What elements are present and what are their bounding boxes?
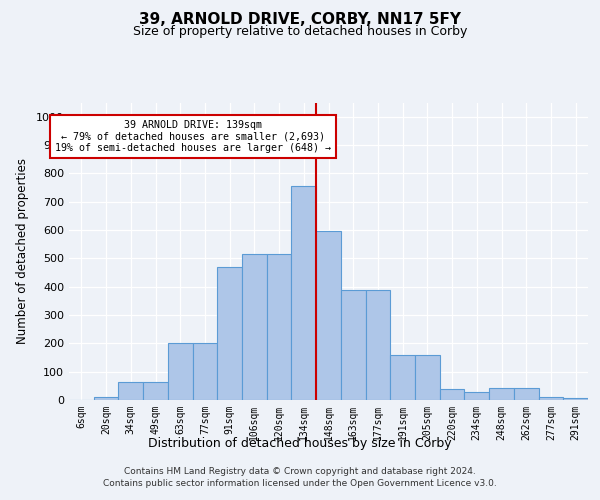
Bar bbox=[168, 344, 193, 400]
Bar bbox=[267, 254, 292, 400]
Text: Contains HM Land Registry data © Crown copyright and database right 2024.: Contains HM Land Registry data © Crown c… bbox=[124, 468, 476, 476]
Bar bbox=[563, 398, 588, 400]
Bar bbox=[94, 396, 118, 400]
Text: Distribution of detached houses by size in Corby: Distribution of detached houses by size … bbox=[148, 438, 452, 450]
Bar bbox=[415, 354, 440, 400]
Text: 39 ARNOLD DRIVE: 139sqm
← 79% of detached houses are smaller (2,693)
19% of semi: 39 ARNOLD DRIVE: 139sqm ← 79% of detache… bbox=[55, 120, 331, 152]
Text: Contains public sector information licensed under the Open Government Licence v3: Contains public sector information licen… bbox=[103, 479, 497, 488]
Bar bbox=[390, 354, 415, 400]
Bar bbox=[316, 232, 341, 400]
Bar bbox=[464, 392, 489, 400]
Bar bbox=[118, 382, 143, 400]
Text: Size of property relative to detached houses in Corby: Size of property relative to detached ho… bbox=[133, 25, 467, 38]
Bar bbox=[217, 267, 242, 400]
Bar bbox=[242, 254, 267, 400]
Bar bbox=[440, 388, 464, 400]
Bar bbox=[489, 388, 514, 400]
Bar bbox=[365, 290, 390, 400]
Bar bbox=[514, 388, 539, 400]
Bar bbox=[143, 382, 168, 400]
Bar bbox=[539, 396, 563, 400]
Text: 39, ARNOLD DRIVE, CORBY, NN17 5FY: 39, ARNOLD DRIVE, CORBY, NN17 5FY bbox=[139, 12, 461, 28]
Y-axis label: Number of detached properties: Number of detached properties bbox=[16, 158, 29, 344]
Bar bbox=[193, 344, 217, 400]
Bar bbox=[341, 290, 365, 400]
Bar bbox=[292, 186, 316, 400]
